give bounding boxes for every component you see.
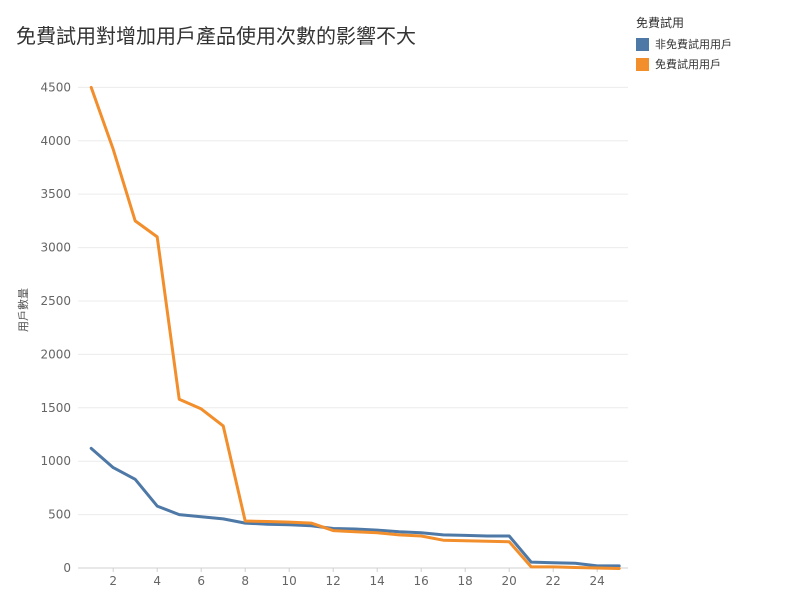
x-tick-label: 10 xyxy=(282,574,297,588)
x-tick-label: 6 xyxy=(197,574,205,588)
series-line-trial[interactable] xyxy=(89,85,621,570)
x-tick-label: 16 xyxy=(414,574,429,588)
x-tick-label: 22 xyxy=(546,574,561,588)
y-tick-label: 3000 xyxy=(40,241,71,255)
x-tick-label: 18 xyxy=(458,574,473,588)
legend-swatch-trial xyxy=(636,57,649,71)
chart-title: 免費試用對增加用戶產品使用次數的影響不大 xyxy=(16,24,416,48)
x-tick-label: 2 xyxy=(109,574,117,588)
legend-label-non-trial: 非免費試用用戶 xyxy=(655,38,732,51)
y-tick-label: 500 xyxy=(48,508,71,522)
y-tick-label: 1500 xyxy=(40,401,71,415)
y-tick-label: 4500 xyxy=(40,80,71,94)
legend-swatch-non-trial xyxy=(636,37,649,51)
y-tick-label: 0 xyxy=(63,561,71,575)
legend-label-trial: 免費試用用戶 xyxy=(655,58,721,71)
legend-item-non-trial[interactable]: 非免費試用用戶 xyxy=(636,36,732,52)
x-tick-label: 24 xyxy=(590,574,605,588)
y-tick-label: 1000 xyxy=(40,454,71,468)
legend: 免費試用 非免費試用用戶 免費試用用戶 xyxy=(636,14,732,76)
x-tick-label: 14 xyxy=(370,574,385,588)
x-tick-label: 4 xyxy=(153,574,161,588)
y-tick-label: 4000 xyxy=(40,134,71,148)
legend-title: 免費試用 xyxy=(636,16,685,30)
series-line-non-trial[interactable] xyxy=(89,446,621,568)
y-tick-label: 2000 xyxy=(40,347,71,361)
x-tick-label: 12 xyxy=(326,574,341,588)
y-tick-label: 3500 xyxy=(40,187,71,201)
x-tick-label: 8 xyxy=(241,574,249,588)
series xyxy=(89,85,621,570)
y-tick-label: 2500 xyxy=(40,294,71,308)
grid xyxy=(78,86,628,569)
legend-item-trial[interactable]: 免費試用用戶 xyxy=(636,56,732,72)
x-tick-label: 20 xyxy=(502,574,517,588)
